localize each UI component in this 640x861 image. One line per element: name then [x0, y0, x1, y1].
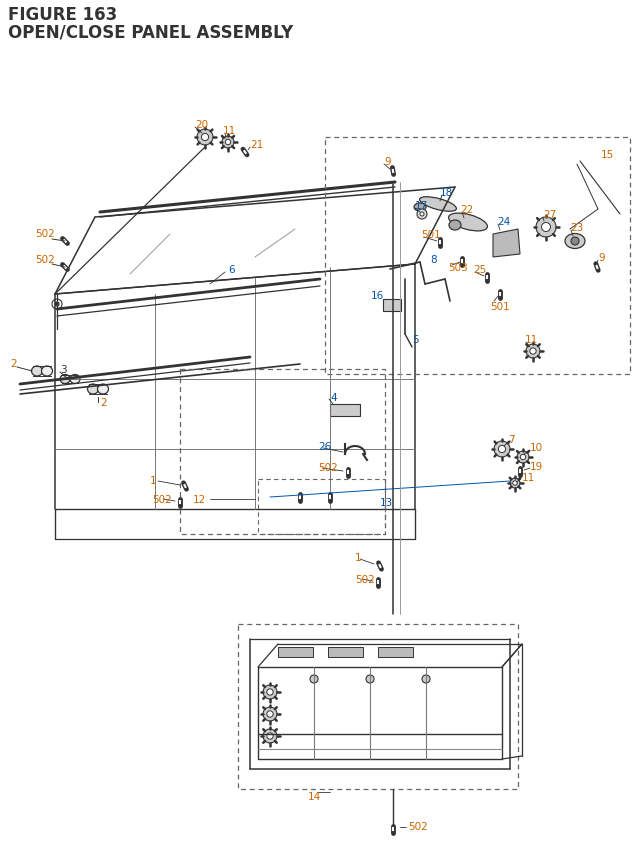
- Text: 11: 11: [522, 473, 535, 482]
- Circle shape: [267, 711, 273, 717]
- Text: 17: 17: [415, 201, 428, 211]
- Text: 21: 21: [250, 139, 263, 150]
- Circle shape: [366, 675, 374, 684]
- Text: 1: 1: [355, 553, 362, 562]
- Text: 6: 6: [228, 264, 235, 275]
- Circle shape: [225, 140, 230, 146]
- Ellipse shape: [31, 367, 42, 376]
- Circle shape: [494, 442, 510, 457]
- Circle shape: [536, 218, 556, 238]
- Text: 13: 13: [380, 498, 393, 507]
- Text: 11: 11: [525, 335, 538, 344]
- Circle shape: [513, 481, 517, 486]
- Polygon shape: [493, 230, 520, 257]
- Ellipse shape: [88, 385, 99, 394]
- Circle shape: [517, 451, 529, 463]
- Circle shape: [197, 130, 213, 146]
- Ellipse shape: [449, 220, 461, 231]
- Circle shape: [55, 303, 59, 307]
- Text: 24: 24: [497, 217, 510, 226]
- Ellipse shape: [97, 385, 109, 394]
- Text: 502: 502: [35, 229, 55, 238]
- Circle shape: [263, 729, 277, 743]
- Text: 502: 502: [152, 494, 172, 505]
- Circle shape: [530, 349, 536, 355]
- Bar: [383, 300, 401, 312]
- Circle shape: [417, 210, 427, 220]
- Bar: [330, 405, 360, 417]
- Ellipse shape: [42, 367, 52, 376]
- Text: FIGURE 163: FIGURE 163: [8, 6, 117, 24]
- Text: 18: 18: [440, 188, 453, 198]
- Text: 501: 501: [490, 301, 509, 312]
- Circle shape: [263, 707, 277, 722]
- Text: 5: 5: [412, 335, 419, 344]
- Circle shape: [267, 733, 273, 740]
- Bar: [328, 647, 363, 657]
- Ellipse shape: [414, 204, 426, 212]
- Circle shape: [499, 446, 506, 453]
- Ellipse shape: [420, 197, 456, 212]
- Text: 26: 26: [318, 442, 332, 451]
- Text: 19: 19: [530, 461, 543, 472]
- Circle shape: [510, 479, 520, 488]
- Circle shape: [420, 213, 424, 217]
- Text: 501: 501: [421, 230, 441, 239]
- Circle shape: [520, 455, 525, 460]
- Text: 25: 25: [473, 264, 486, 275]
- Text: 12: 12: [193, 494, 206, 505]
- Text: 11: 11: [223, 126, 236, 136]
- Circle shape: [263, 685, 277, 699]
- Text: 20: 20: [195, 120, 208, 130]
- Ellipse shape: [60, 375, 70, 384]
- Circle shape: [222, 137, 234, 149]
- Text: 502: 502: [35, 255, 55, 264]
- Circle shape: [202, 134, 209, 141]
- Circle shape: [267, 689, 273, 696]
- Text: 22: 22: [460, 205, 473, 214]
- Circle shape: [422, 675, 430, 684]
- Bar: [278, 647, 313, 657]
- Text: 2: 2: [10, 358, 17, 369]
- Ellipse shape: [565, 234, 585, 249]
- Ellipse shape: [449, 214, 488, 232]
- Text: 16: 16: [371, 291, 384, 300]
- Text: 9: 9: [598, 253, 605, 263]
- Text: 4: 4: [330, 393, 337, 403]
- Text: 7: 7: [508, 435, 515, 444]
- Text: 2: 2: [100, 398, 107, 407]
- Bar: [378, 647, 413, 657]
- Text: 502: 502: [355, 574, 375, 585]
- Text: OPEN/CLOSE PANEL ASSEMBLY: OPEN/CLOSE PANEL ASSEMBLY: [8, 23, 293, 41]
- Circle shape: [571, 238, 579, 245]
- Text: 14: 14: [308, 791, 321, 801]
- Text: 1: 1: [150, 475, 157, 486]
- Text: 15: 15: [601, 150, 614, 160]
- Text: 10: 10: [530, 443, 543, 453]
- Circle shape: [310, 675, 318, 684]
- Text: 8: 8: [430, 255, 436, 264]
- Ellipse shape: [70, 375, 80, 384]
- Text: 9: 9: [384, 157, 390, 167]
- Text: 3: 3: [60, 364, 67, 375]
- Circle shape: [541, 223, 550, 232]
- Text: 23: 23: [570, 223, 583, 232]
- Circle shape: [526, 344, 540, 358]
- Text: 502: 502: [318, 462, 338, 473]
- Text: 503: 503: [448, 263, 468, 273]
- Text: 502: 502: [408, 821, 428, 831]
- Text: 27: 27: [543, 210, 556, 220]
